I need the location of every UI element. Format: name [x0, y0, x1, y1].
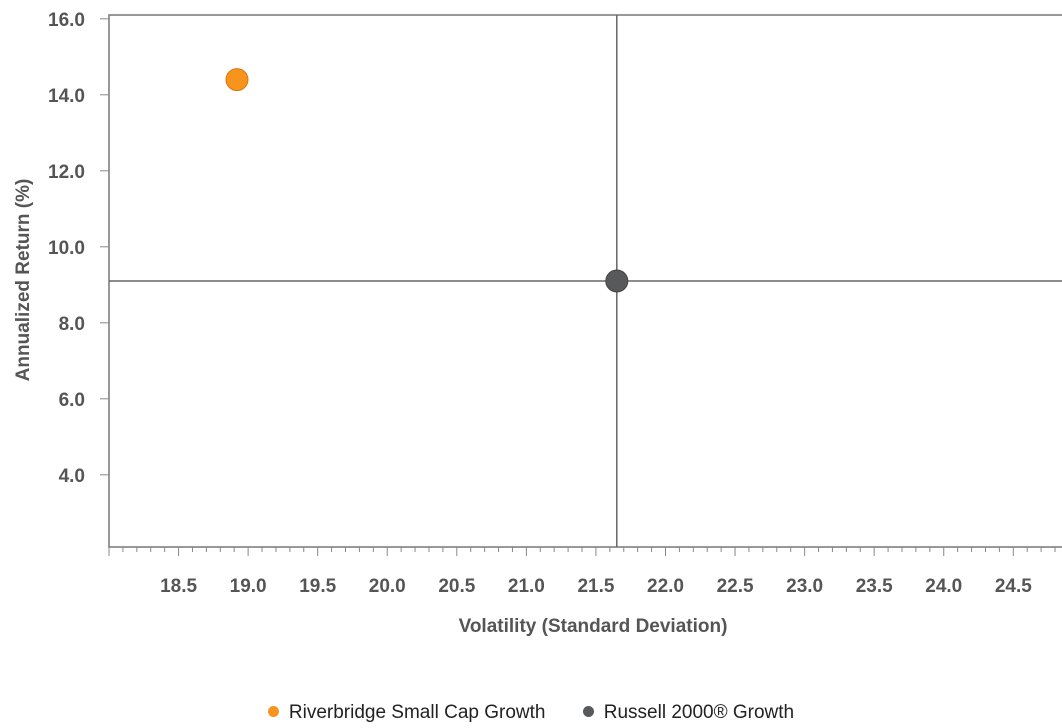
point-riverbridge[interactable] — [225, 68, 249, 92]
legend-marker-riverbridge — [267, 706, 279, 717]
x-tick-label: 23.5 — [856, 576, 893, 597]
x-tick-label: 20.5 — [438, 576, 475, 597]
reference-lines — [109, 15, 1062, 547]
y-tick-label: 6.0 — [59, 390, 85, 411]
legend-item-russell[interactable]: Russell 2000® Growth — [582, 702, 795, 724]
x-tick-label: 24.0 — [925, 576, 962, 597]
x-tick-label: 19.0 — [230, 576, 267, 597]
y-tick-label: 8.0 — [59, 314, 85, 335]
x-tick-label: 20.0 — [369, 576, 406, 597]
x-tick-label: 21.0 — [508, 576, 545, 597]
legend-item-riverbridge[interactable]: Riverbridge Small Cap Growth — [267, 702, 546, 724]
y-tick-label: 12.0 — [48, 162, 85, 183]
legend-label-russell: Russell 2000® Growth — [603, 702, 795, 723]
x-tick-label: 22.5 — [717, 576, 754, 597]
x-tick-label: 19.5 — [299, 576, 336, 597]
legend-label-riverbridge: Riverbridge Small Cap Growth — [288, 702, 546, 723]
data-points — [225, 68, 629, 293]
y-tick-label: 14.0 — [48, 86, 85, 107]
x-tick-label: 21.5 — [577, 576, 614, 597]
x-tick-label: 23.0 — [786, 576, 823, 597]
y-tick-label: 16.0 — [48, 10, 85, 31]
x-tick-label: 22.0 — [647, 576, 684, 597]
x-tick-label: 18.5 — [160, 576, 197, 597]
x-axis: 18.5 19.0 19.5 20.0 20.5 21.0 21.5 22.0 22.5 23.0… — [160, 576, 1032, 597]
x-axis-title: Volatility (Standard Deviation) — [459, 616, 728, 637]
legend: Riverbridge Small Cap Growth Russell 200… — [0, 702, 1062, 724]
point-russell-2000-growth[interactable] — [605, 269, 629, 293]
y-tick-label: 10.0 — [48, 238, 85, 259]
legend-marker-russell — [582, 706, 594, 717]
x-tick-label: 24.5 — [995, 576, 1032, 597]
y-axis: 4.0 6.0 8.0 10.0 12.0 14.0 16.0 — [48, 10, 109, 487]
x-minor-ticks — [108, 547, 1056, 556]
y-tick-label: 4.0 — [59, 466, 85, 487]
y-axis-title: Annualized Return (%) — [13, 179, 34, 382]
